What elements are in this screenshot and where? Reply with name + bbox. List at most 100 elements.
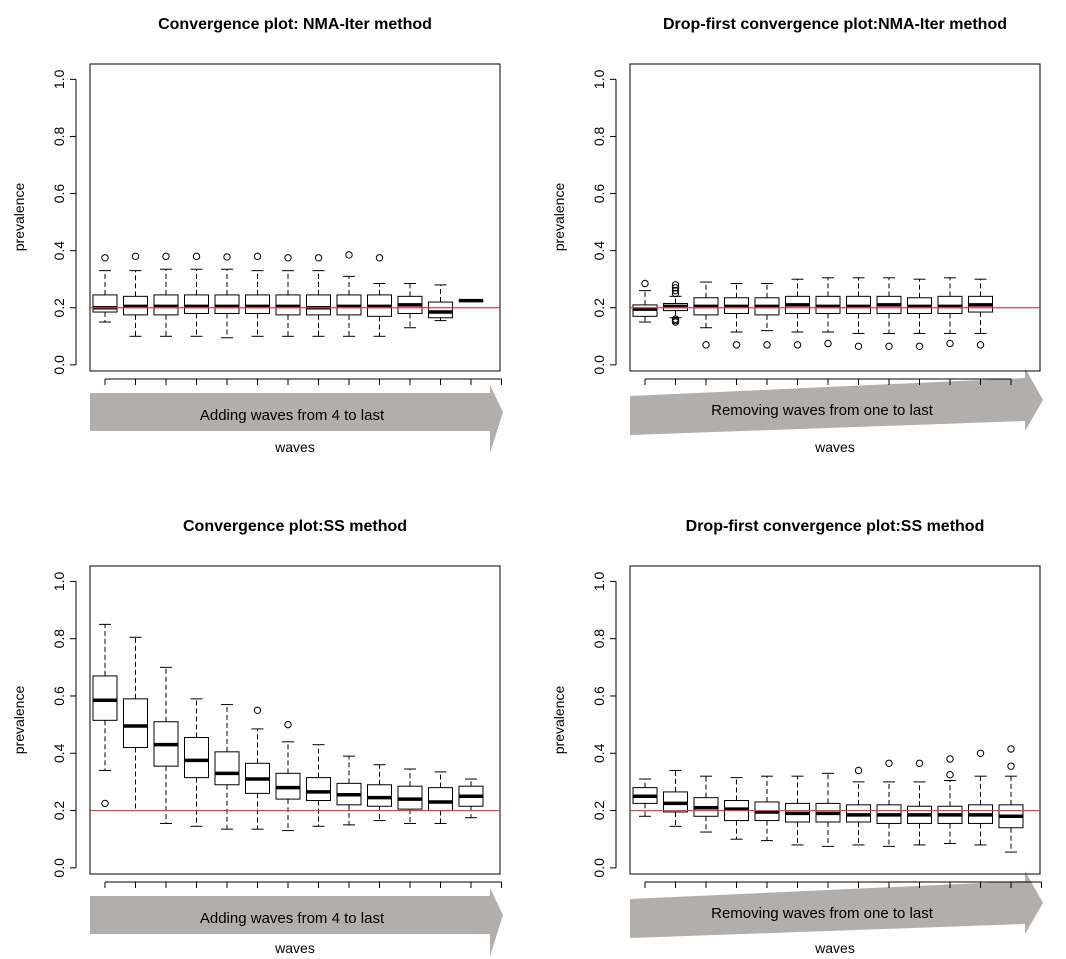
- box-9: [336, 755, 362, 826]
- arrow-label: Removing waves from one to last: [711, 402, 934, 419]
- outlier-point: [976, 341, 985, 349]
- box-body: [367, 784, 392, 807]
- y-tick-label: 0.0: [591, 858, 607, 878]
- outlier-point: [641, 279, 649, 288]
- outlier-point: [671, 315, 680, 323]
- y-tick-label: 1.0: [591, 571, 607, 591]
- y-tick-label: 0.8: [591, 629, 607, 649]
- y-tick-label: 0.4: [51, 241, 67, 261]
- y-tick-label: 0.4: [51, 743, 67, 763]
- direction-arrow: [90, 385, 503, 453]
- box-8: [846, 766, 871, 846]
- y-tick-label: 1.0: [51, 571, 67, 591]
- panel-bottom-right: Drop-first convergence plot:SS method pr…: [551, 518, 1043, 956]
- box-10: [907, 759, 932, 846]
- box-12: [428, 284, 453, 322]
- box-5: [214, 253, 240, 339]
- box-body: [214, 294, 240, 314]
- box-body: [214, 751, 240, 786]
- plot-frame: [629, 63, 1041, 372]
- y-tick-label: 0.8: [51, 629, 67, 649]
- panel-top-right: Drop-first convergence plot:NMA-Iter met…: [551, 16, 1043, 455]
- outlier-point: [671, 281, 680, 289]
- box-9: [336, 251, 362, 337]
- box-body: [306, 294, 331, 316]
- y-axis-label: prevalence: [11, 183, 27, 252]
- outlier-point: [253, 252, 262, 261]
- box-1: [632, 279, 658, 323]
- outlier-point: [345, 251, 353, 259]
- x-axis-label: waves: [814, 940, 855, 956]
- box-11: [937, 277, 963, 348]
- outlier-point: [854, 342, 863, 351]
- y-tick-label: 0.2: [51, 801, 67, 821]
- outlier-point: [131, 252, 140, 261]
- panel-title: Convergence plot: NMA-Iter method: [158, 16, 432, 33]
- box-13: [458, 298, 484, 303]
- box-11: [937, 755, 963, 844]
- outlier-point: [253, 706, 262, 714]
- box-9: [876, 759, 902, 847]
- box-body: [184, 294, 209, 314]
- outlier-point: [702, 341, 710, 349]
- y-axis-label: prevalence: [551, 183, 567, 252]
- outlier-point: [763, 341, 771, 349]
- box-11: [397, 282, 423, 329]
- box-13: [998, 745, 1024, 853]
- arrow-label: Adding waves from 4 to last: [200, 910, 385, 927]
- box-12: [968, 749, 993, 846]
- outlier-point: [976, 749, 985, 757]
- box-6: [785, 775, 810, 846]
- panel-title: Drop-first convergence plot:SS method: [686, 518, 985, 535]
- y-tick-label: 0.0: [51, 858, 67, 878]
- box-3: [153, 666, 179, 824]
- box-5: [754, 775, 780, 842]
- box-10: [367, 764, 392, 822]
- panel-bottom-left: Convergence plot:SS method prevalence wa…: [11, 518, 503, 956]
- arrow-label: Adding waves from 4 to last: [200, 407, 385, 424]
- box-6: [245, 252, 270, 337]
- plot-frame: [629, 565, 1041, 875]
- outlier-point: [192, 252, 201, 261]
- box-7: [275, 720, 301, 832]
- y-tick-label: 0.2: [51, 298, 67, 318]
- y-tick-label: 0.4: [591, 241, 607, 261]
- plot-frame: [89, 63, 501, 372]
- x-axis-label: waves: [814, 439, 855, 455]
- y-tick-label: 0.8: [51, 127, 67, 147]
- box-7: [815, 277, 841, 348]
- panel-title: Convergence plot:SS method: [183, 518, 407, 535]
- box-6: [785, 278, 810, 349]
- box-11: [397, 768, 423, 824]
- box-4: [724, 282, 749, 349]
- panel-top-left: Convergence plot: NMA-Iter method preval…: [11, 16, 503, 455]
- box-body: [306, 777, 331, 802]
- box-12: [968, 278, 993, 349]
- outlier-point: [793, 341, 802, 349]
- box-2: [123, 636, 148, 812]
- box-4: [184, 698, 209, 827]
- box-body: [428, 787, 453, 812]
- outlier-point: [284, 720, 292, 729]
- y-tick-label: 0.6: [591, 184, 607, 204]
- box-5: [214, 704, 240, 830]
- outlier-point: [946, 771, 954, 779]
- box-1: [92, 623, 118, 808]
- y-tick-label: 1.0: [591, 69, 607, 89]
- y-tick-label: 0.6: [51, 686, 67, 706]
- box-6: [245, 706, 270, 830]
- y-axis-label: prevalence: [551, 686, 567, 755]
- y-tick-label: 1.0: [51, 69, 67, 89]
- arrow-label: Removing waves from one to last: [711, 905, 934, 922]
- box-2: [663, 281, 688, 326]
- outlier-point: [671, 286, 680, 295]
- x-axis-label: waves: [274, 940, 315, 956]
- box-4: [724, 777, 749, 840]
- box-body: [184, 737, 209, 779]
- y-tick-label: 0.0: [51, 355, 67, 375]
- outlier-point: [223, 253, 231, 261]
- box-7: [815, 772, 841, 847]
- y-tick-label: 0.6: [591, 686, 607, 706]
- outlier-point: [824, 339, 832, 348]
- box-4: [184, 252, 209, 337]
